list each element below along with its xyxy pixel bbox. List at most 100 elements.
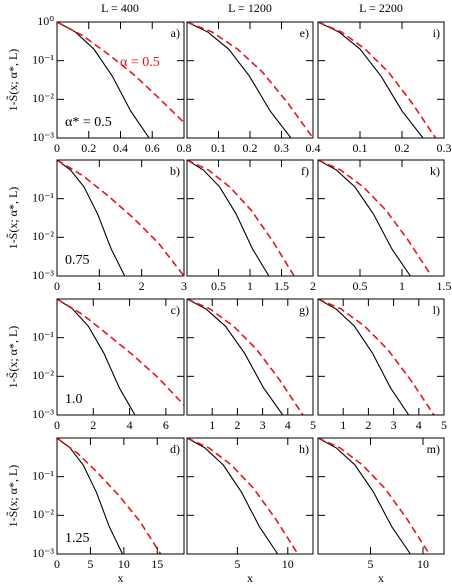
line (187, 22, 313, 138)
line (57, 22, 184, 124)
column-title: L = 400 (101, 1, 139, 15)
x-tick-label: 1.5 (437, 279, 452, 293)
annotation: 0.75 (65, 253, 90, 268)
y-tick-label: 10⁻¹ (32, 329, 54, 343)
x-tick-label: 5 (368, 557, 374, 571)
y-axis-label: 1-S̃(x; α*, L) (5, 187, 19, 250)
line (318, 160, 411, 276)
y-tick-label: 10⁻² (32, 229, 54, 243)
y-tick-label: 10⁻² (32, 368, 54, 382)
x-tick-label: 0.2 (395, 141, 410, 155)
y-tick-label: 10⁻¹ (32, 468, 54, 482)
series-group (318, 22, 437, 138)
y-tick-label: 10⁻² (32, 507, 54, 521)
y-tick-label: 10⁻³ (32, 407, 54, 421)
line (187, 160, 270, 276)
line (57, 438, 162, 554)
series-group (318, 299, 435, 415)
series-group (57, 22, 184, 138)
y-axis-label: 1-S̃(x; α*, L) (5, 326, 19, 389)
x-tick-label: 0.6 (145, 141, 160, 155)
annotation: α = 0.5 (120, 55, 160, 70)
x-tick-label: 1 (340, 418, 346, 432)
x-tick-label: 0.5 (353, 279, 368, 293)
y-tick-label: 10⁰ (37, 14, 54, 28)
series-group (318, 438, 430, 554)
x-tick-label: 0 (54, 418, 60, 432)
line (187, 160, 295, 276)
plot-frame (56, 298, 185, 416)
panel-label: l) (433, 303, 440, 317)
y-tick-label: 10⁻³ (32, 130, 54, 144)
plot-frame (56, 159, 185, 277)
x-tick-label: 6 (163, 418, 169, 432)
panel-label: m) (427, 442, 440, 456)
y-axis-label: 1-S̃(x; α*, L) (5, 465, 19, 528)
y-tick-label: 10⁻³ (32, 268, 54, 282)
x-tick-label: 2 (139, 279, 145, 293)
panel-label: h) (299, 442, 309, 456)
x-tick-label: 0.1 (211, 141, 226, 155)
line (318, 22, 437, 138)
x-tick-label: 0.3 (274, 141, 289, 155)
annotation: 1.0 (65, 392, 83, 407)
x-tick-label: 5 (441, 418, 447, 432)
x-tick-label: 1.5 (274, 279, 289, 293)
y-tick-label: 10⁻¹ (32, 190, 54, 204)
series-group (57, 160, 184, 276)
x-tick-label: 5 (234, 557, 240, 571)
series-group (187, 299, 304, 415)
x-tick-label: 1 (96, 279, 102, 293)
line (187, 438, 299, 554)
series-group (187, 22, 313, 138)
plot-frame (186, 437, 314, 555)
x-tick-label: 15 (151, 557, 163, 571)
panel-label: a) (171, 26, 180, 40)
panel-label: b) (170, 164, 180, 178)
panel-label: d) (170, 442, 180, 456)
x-tick-label: 1 (209, 418, 215, 432)
x-tick-label: 5 (87, 557, 93, 571)
column-title: L = 1200 (228, 1, 272, 15)
line (187, 438, 279, 554)
x-tick-label: 0.2 (81, 141, 96, 155)
x-tick-label: 10 (417, 557, 429, 571)
line (318, 438, 411, 554)
line (318, 160, 433, 276)
series-group (57, 438, 162, 554)
x-tick-label: 2 (310, 279, 316, 293)
y-tick-label: 10⁻¹ (32, 52, 54, 66)
series-group (187, 438, 299, 554)
line (318, 299, 435, 415)
x-tick-label: 4 (285, 418, 291, 432)
y-tick-label: 10⁻² (32, 91, 54, 105)
plot-frame (186, 298, 314, 416)
plot-frame (186, 21, 314, 139)
panel-label: e) (300, 26, 309, 40)
x-tick-label: 0.3 (437, 141, 452, 155)
line (187, 22, 292, 138)
plot-frame (56, 437, 185, 555)
panel-label: k) (430, 164, 440, 178)
y-tick-label: 10⁻³ (32, 546, 54, 560)
x-tick-label: 1 (247, 279, 253, 293)
x-tick-label: 4 (127, 418, 133, 432)
x-tick-label: 3 (260, 418, 266, 432)
x-tick-label: 0 (54, 557, 60, 571)
x-tick-label: 2 (365, 418, 371, 432)
x-tick-label: 10 (282, 557, 294, 571)
column-title: L = 2200 (359, 1, 403, 15)
x-tick-label: 5 (310, 418, 316, 432)
series-group (57, 299, 184, 415)
line (318, 22, 424, 138)
x-tick-label: 1 (399, 279, 405, 293)
annotation: 1.25 (65, 531, 90, 546)
x-tick-label: 2 (234, 418, 240, 432)
x-tick-label: 2 (90, 418, 96, 432)
x-tick-label: 0.4 (113, 141, 128, 155)
x-tick-label: 0.2 (243, 141, 258, 155)
panel-label: f) (301, 164, 309, 178)
x-axis-label: x (378, 571, 384, 585)
x-tick-label: 0 (54, 279, 60, 293)
